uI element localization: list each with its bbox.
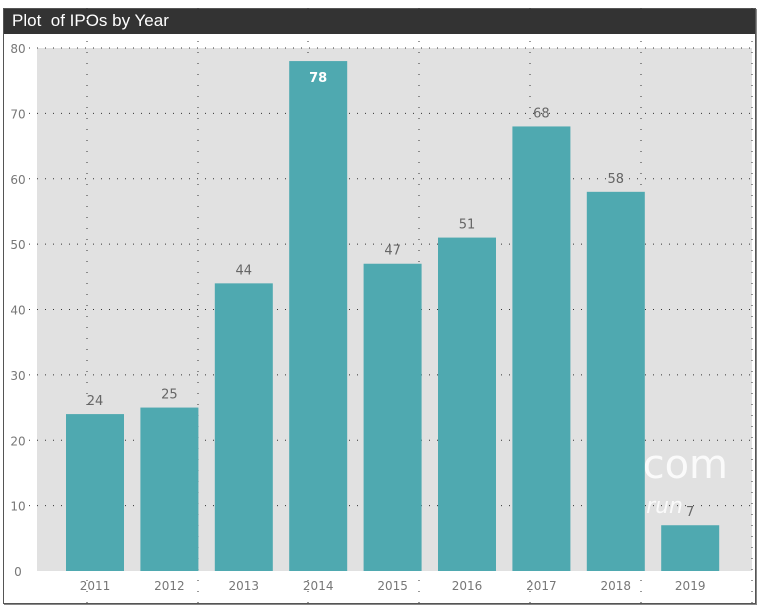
y-tick-label: 50 xyxy=(10,238,25,252)
y-tick-label: 80 xyxy=(10,42,25,56)
x-tick-label: 2017 xyxy=(526,579,557,593)
watermark-text: run xyxy=(646,494,683,519)
data-label: 25 xyxy=(161,388,178,403)
title-bar: Plot of IPOs by Year xyxy=(4,9,755,34)
bar-2013 xyxy=(214,283,273,571)
data-label: 7 xyxy=(686,505,694,520)
data-label: 47 xyxy=(384,244,401,259)
x-tick-label: 2012 xyxy=(154,579,185,593)
bar-2019 xyxy=(661,525,720,571)
bar-2018 xyxy=(586,191,645,571)
x-tick-label: 2011 xyxy=(80,579,111,593)
chart-title: Plot of IPOs by Year xyxy=(12,11,169,30)
y-tick-label: 20 xyxy=(10,434,25,448)
bar-2017 xyxy=(512,126,571,571)
bar-2015 xyxy=(363,263,422,571)
x-tick-label: 2014 xyxy=(303,579,334,593)
y-tick-label: 0 xyxy=(14,565,22,579)
data-label: 24 xyxy=(87,394,104,409)
data-label: 78 xyxy=(309,71,327,86)
bar-2011 xyxy=(66,414,124,571)
x-tick-label: 2016 xyxy=(452,579,483,593)
bar-2014 xyxy=(289,61,348,571)
x-tick-label: 2015 xyxy=(377,579,408,593)
y-tick-label: 30 xyxy=(10,369,25,383)
data-label: 68 xyxy=(533,106,550,121)
data-label: 58 xyxy=(608,172,625,187)
bar-2012 xyxy=(140,407,199,571)
y-tick-label: 60 xyxy=(10,173,25,187)
x-tick-label: 2013 xyxy=(229,579,260,593)
data-label: 51 xyxy=(459,218,476,233)
x-tick-label: 2018 xyxy=(601,579,632,593)
x-tick-label: 2019 xyxy=(675,579,706,593)
data-label: 44 xyxy=(236,263,253,278)
y-tick-label: 70 xyxy=(10,107,25,121)
y-tick-label: 10 xyxy=(10,500,25,514)
bar-2016 xyxy=(438,237,496,571)
y-tick-label: 40 xyxy=(10,304,25,318)
